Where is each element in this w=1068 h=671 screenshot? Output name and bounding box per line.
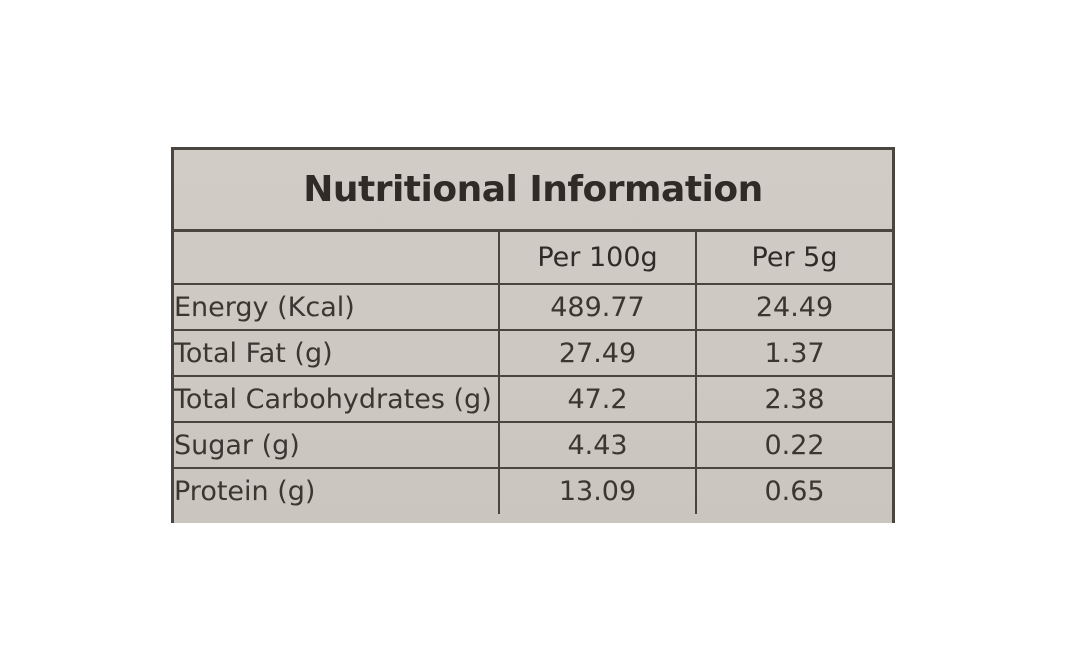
row-per-100g: 27.49: [498, 329, 697, 377]
row-per-100g: 4.43: [498, 421, 697, 469]
row-label: Sugar (g): [174, 421, 500, 469]
header-per-5g: Per 5g: [695, 232, 892, 285]
nutrition-panel: Nutritional Information Per 100g Per 5g …: [171, 147, 895, 523]
nutrition-table: Per 100g Per 5g Energy (Kcal) 489.77 24.…: [174, 232, 892, 514]
row-per-5g: 24.49: [695, 283, 892, 331]
header-empty: [174, 232, 500, 285]
header-per-100g: Per 100g: [498, 232, 697, 285]
row-per-100g: 47.2: [498, 375, 697, 423]
row-per-100g: 13.09: [498, 467, 697, 514]
table-row: Total Carbohydrates (g) 47.2 2.38: [174, 375, 892, 423]
table-row: Protein (g) 13.09 0.65: [174, 467, 892, 514]
row-per-5g: 1.37: [695, 329, 892, 377]
panel-title: Nutritional Information: [174, 150, 892, 232]
row-label: Total Fat (g): [174, 329, 500, 377]
table-row: Energy (Kcal) 489.77 24.49: [174, 283, 892, 331]
table-row: Total Fat (g) 27.49 1.37: [174, 329, 892, 377]
row-per-100g: 489.77: [498, 283, 697, 331]
row-label: Protein (g): [174, 467, 500, 514]
row-per-5g: 0.65: [695, 467, 892, 514]
row-label: Total Carbohydrates (g): [174, 375, 500, 423]
table-row: Sugar (g) 4.43 0.22: [174, 421, 892, 469]
row-per-5g: 0.22: [695, 421, 892, 469]
row-per-5g: 2.38: [695, 375, 892, 423]
row-label: Energy (Kcal): [174, 283, 500, 331]
header-row: Per 100g Per 5g: [174, 232, 892, 285]
